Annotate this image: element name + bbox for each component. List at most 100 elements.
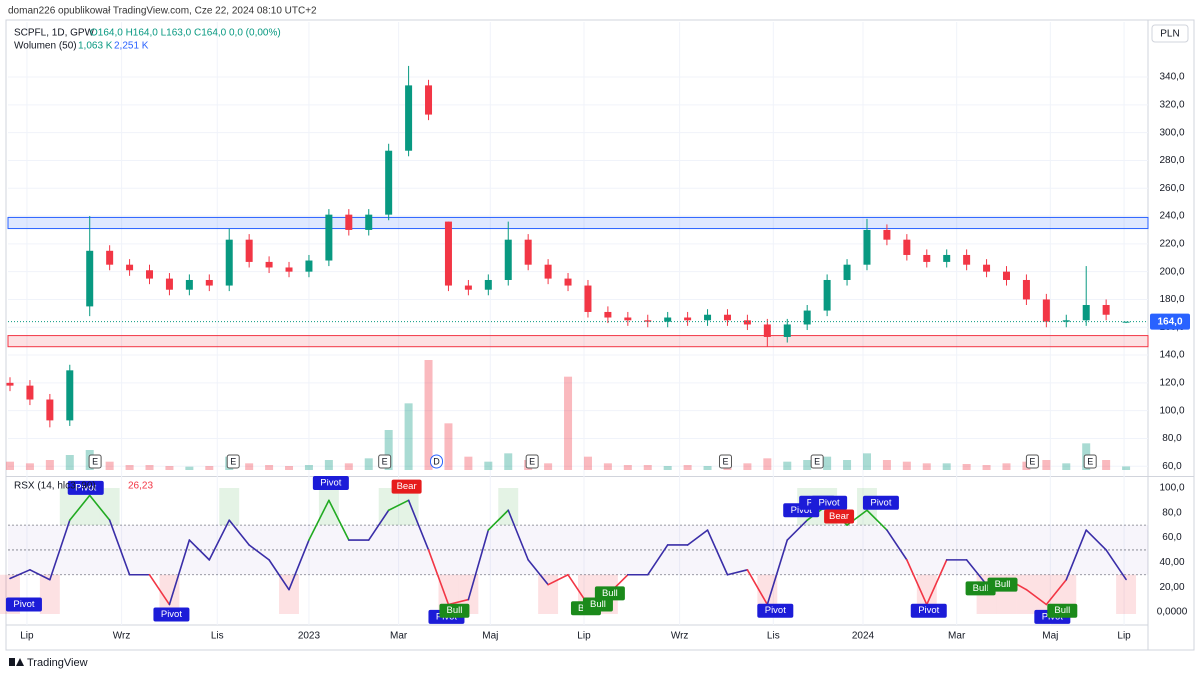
overbought-shade [378, 488, 399, 526]
volume-bar [862, 453, 871, 470]
signal-label: Bull [973, 583, 989, 594]
event-label: D [433, 456, 440, 466]
publisher: doman226 opublikował TradingView.com, Cz… [8, 6, 317, 17]
signal-box [67, 480, 104, 495]
volume-bar [1002, 463, 1011, 470]
event-label: E [92, 456, 98, 466]
event-label: E [529, 456, 535, 466]
rsx-segment [328, 499, 350, 541]
candle-body [46, 399, 54, 421]
y-tick-label: 40,00 [1159, 557, 1184, 568]
x-tick-label: 2023 [298, 631, 321, 642]
candle-body [1062, 320, 1070, 322]
rsx-segment [766, 539, 789, 606]
volume-bar [663, 466, 672, 470]
volume-bar [105, 461, 114, 470]
signal-label: Pivot [791, 505, 812, 516]
signal-label: Bear [829, 511, 849, 522]
volume-bar [643, 465, 652, 470]
x-tick-label: Mar [390, 631, 408, 642]
event-label: E [1029, 456, 1035, 466]
x-tick-label: Mar [948, 631, 966, 642]
x-tick-label: Maj [482, 631, 498, 642]
volume-bar [364, 458, 373, 470]
volume-bar [843, 460, 852, 470]
signal-label: Pivot [870, 497, 891, 508]
volume-bar [504, 453, 513, 470]
candle-body [664, 317, 672, 322]
volume-bar [304, 465, 313, 470]
volume-bar [603, 463, 612, 470]
overbought-shade [59, 488, 80, 526]
candle-body [305, 260, 313, 272]
signal-box [391, 479, 422, 494]
y-tick-label: 60,0 [1162, 461, 1182, 472]
candle-body [783, 324, 791, 337]
volume-bar [583, 456, 592, 470]
candle-body [923, 254, 931, 262]
signal-label: Pivot [75, 482, 96, 493]
volume-value: 1,063 K [78, 41, 113, 52]
candle-body [803, 310, 811, 325]
signal-label: Bull [602, 588, 618, 599]
candle-body [564, 278, 572, 286]
y-tick-label: 100,0 [1159, 483, 1184, 494]
event-marker [525, 454, 539, 469]
candle-body [903, 239, 911, 255]
candle-body [6, 382, 14, 386]
candle-body [704, 314, 712, 321]
volume-bar [145, 465, 154, 470]
event-marker [226, 454, 240, 469]
y-tick-label: 80,0 [1162, 433, 1182, 444]
y-tick-label: 80,0 [1162, 507, 1182, 518]
volume-bar [982, 465, 991, 470]
volume-bar [783, 461, 792, 470]
candle-body [1002, 271, 1010, 280]
candle-body [86, 250, 94, 307]
candle-body [285, 267, 293, 272]
volume-bar [464, 456, 473, 470]
signal-label: Pivot [918, 605, 939, 616]
rsx-segment [29, 568, 51, 581]
y-tick-label: 200,0 [1159, 266, 1184, 277]
y-tick-label: 180,0 [1159, 294, 1184, 305]
event-label: E [230, 456, 236, 466]
signal-box [439, 603, 470, 618]
volume-bar [544, 463, 553, 470]
rsx-segment [726, 568, 749, 576]
candle-body [883, 229, 891, 240]
candle-body [66, 370, 74, 421]
signal-label: Bull [447, 605, 463, 616]
volume-bar [823, 456, 832, 470]
rsx-segment [925, 559, 948, 606]
candle-body [1122, 321, 1130, 323]
rsx-segment [108, 519, 131, 576]
signal-box [594, 586, 625, 601]
candle-body [405, 85, 413, 151]
oversold-shade [279, 574, 299, 614]
event-marker [1025, 454, 1039, 469]
signal-box [910, 603, 947, 618]
rsx-segment [1045, 578, 1068, 606]
volume-bar [484, 461, 493, 470]
y-tick-label: 260,0 [1159, 183, 1184, 194]
candle-body [484, 279, 492, 290]
candle-body [843, 264, 851, 280]
volume-bar [763, 458, 772, 470]
event-marker [1083, 454, 1097, 469]
volume-bar [285, 466, 294, 470]
volume-label: Wolumen (50) [14, 41, 77, 52]
candle-body [106, 250, 114, 265]
x-tick-label: Lip [1117, 631, 1131, 642]
currency: PLN [1160, 29, 1179, 40]
currency-box [1151, 24, 1189, 43]
volume-bar [962, 464, 971, 470]
signal-box [582, 597, 613, 612]
rsx-segment [507, 509, 529, 561]
volume-bar [245, 463, 254, 470]
signal-label: Pivot [819, 497, 840, 508]
footer-logo [9, 658, 24, 666]
rsx-segment [288, 539, 310, 591]
volume-bar [165, 466, 174, 470]
candle-body [1042, 299, 1050, 322]
